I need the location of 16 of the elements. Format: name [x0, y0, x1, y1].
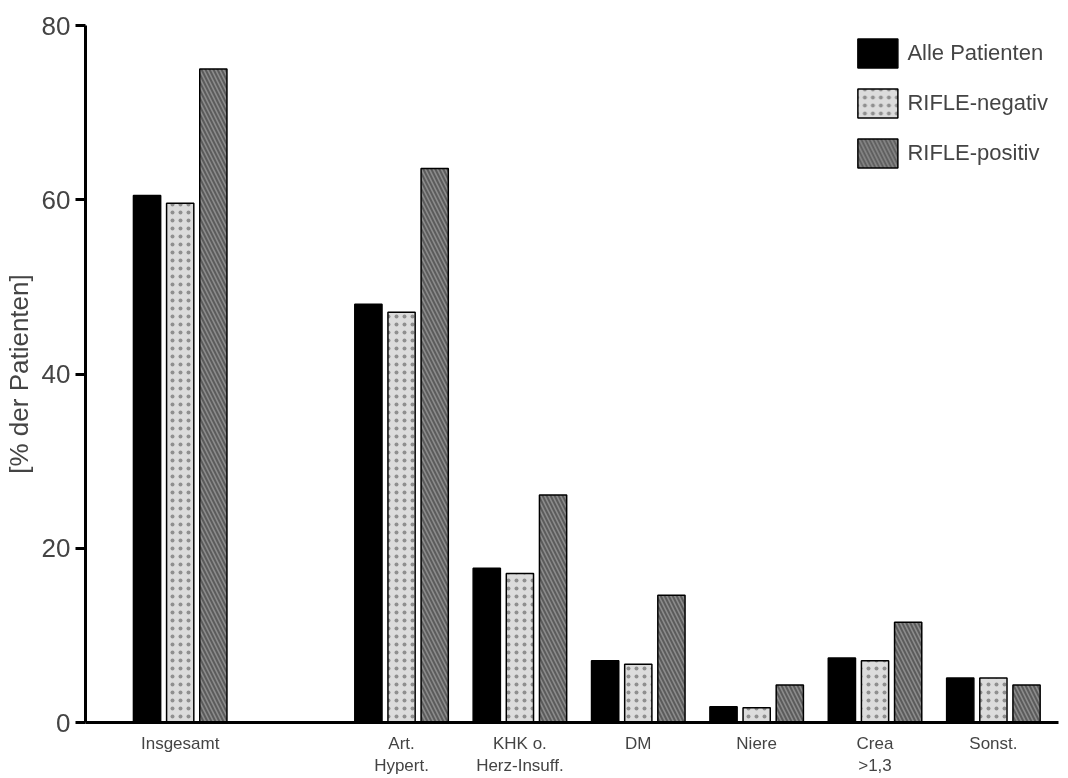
y-tick-label: 80 — [41, 10, 71, 41]
x-tick-label: KHK o. Herz-Insuff. — [476, 733, 564, 776]
x-tick-label: Crea >1,3 — [856, 733, 894, 776]
y-tick-label: 40 — [41, 359, 71, 389]
y-tick-label: 0 — [56, 707, 71, 738]
x-tick-label: Art. Hypert. — [374, 733, 429, 776]
x-tick-label: DM — [625, 733, 652, 753]
x-tick-label: Sonst. — [969, 733, 1018, 753]
legend-label: RIFLE-negativ — [907, 90, 1048, 116]
legend-label: Alle Patienten — [907, 40, 1044, 66]
legend-label: RIFLE-positiv — [907, 140, 1040, 166]
y-axis-title: [% der Patienten] — [3, 274, 34, 474]
x-tick-label: Niere — [736, 733, 777, 753]
y-tick-label: 60 — [41, 184, 71, 215]
y-tick-label: 20 — [41, 533, 71, 564]
x-tick-label: Insgesamt — [140, 733, 220, 753]
